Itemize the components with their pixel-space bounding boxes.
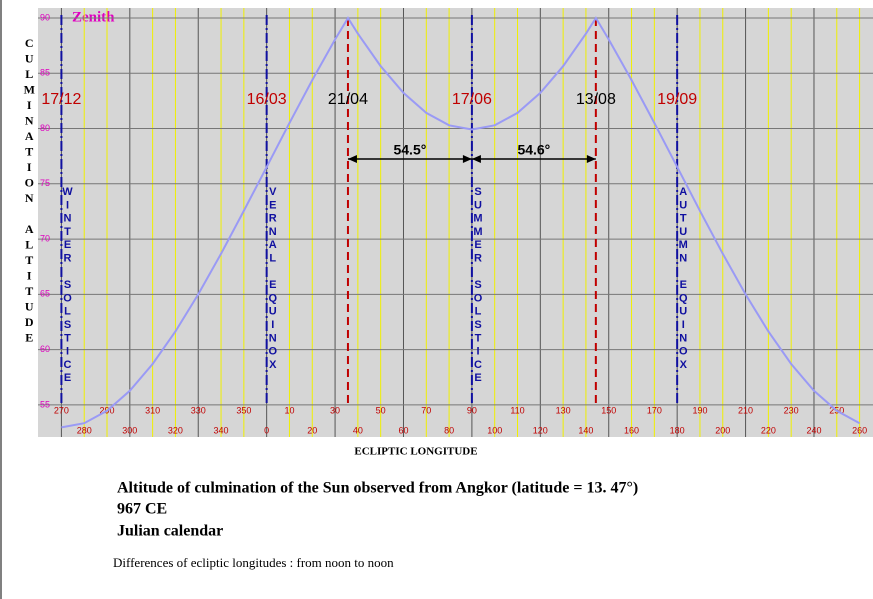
marker-label: WINTER SOLSTICE <box>61 186 73 386</box>
x-tick-label: 340 <box>214 425 229 435</box>
y-axis-title: CULMINATION ALTITUDE <box>22 36 36 346</box>
zenith-label: Zenith <box>72 9 115 25</box>
x-tick-label: 140 <box>578 425 593 435</box>
x-tick-label: 210 <box>738 405 753 415</box>
y-tick-label: 85 <box>40 68 50 78</box>
arrow-label: 54.6° <box>517 142 550 158</box>
arrow-label: 54.5° <box>393 142 426 158</box>
marker-label: VERNAL EQUINOX <box>267 186 279 372</box>
x-tick-label: 130 <box>556 405 571 415</box>
x-tick-label: 30 <box>330 405 340 415</box>
x-tick-label: 170 <box>647 405 662 415</box>
y-tick-label: 90 <box>40 12 50 22</box>
x-tick-label: 350 <box>236 405 251 415</box>
x-tick-label: 50 <box>376 405 386 415</box>
x-tick-label: 180 <box>670 425 685 435</box>
marker-label: SUMMER SOLSTICE <box>472 186 484 386</box>
x-tick-label: 100 <box>487 425 502 435</box>
y-tick-label: 75 <box>40 178 50 188</box>
note: Differences of ecliptic longitudes : fro… <box>113 555 394 570</box>
date-label: 16/03 <box>247 91 287 108</box>
x-tick-label: 310 <box>145 405 160 415</box>
x-tick-label: 240 <box>806 425 821 435</box>
x-tick-label: 90 <box>467 405 477 415</box>
x-tick-label: 120 <box>533 425 548 435</box>
x-tick-label: 200 <box>715 425 730 435</box>
x-tick-label: 230 <box>784 405 799 415</box>
x-tick-label: 0 <box>264 425 269 435</box>
x-tick-label: 260 <box>852 425 867 435</box>
x-tick-label: 150 <box>601 405 616 415</box>
altitude-line <box>61 16 861 429</box>
y-tick-label: 80 <box>40 123 50 133</box>
date-label: 17/12 <box>41 91 81 108</box>
x-tick-label: 60 <box>398 425 408 435</box>
x-tick-label: 320 <box>168 425 183 435</box>
x-tick-label: 20 <box>307 425 317 435</box>
date-label: 13/08 <box>576 91 616 108</box>
x-tick-label: 220 <box>761 425 776 435</box>
x-tick-label: 70 <box>421 405 431 415</box>
x-tick-label: 300 <box>122 425 137 435</box>
y-tick-label: 60 <box>40 344 50 354</box>
title: Altitude of culmination of the Sun obser… <box>117 480 638 497</box>
x-tick-label: 160 <box>624 425 639 435</box>
y-tick-label: 70 <box>40 233 50 243</box>
y-tick-label: 55 <box>40 399 50 409</box>
x-tick-label: 190 <box>692 405 707 415</box>
x-tick-label: 80 <box>444 425 454 435</box>
x-tick-label: 280 <box>77 425 92 435</box>
subtitle: Julian calendar <box>117 523 223 540</box>
y-tick-label: 65 <box>40 289 50 299</box>
date-label: 21/04 <box>328 91 368 108</box>
marker-label: AUTUMN EQUINOX <box>677 186 689 372</box>
x-tick-label: 110 <box>510 405 524 415</box>
date-label: 19/09 <box>657 91 697 108</box>
x-tick-label: 10 <box>284 405 294 415</box>
x-tick-label: 40 <box>353 425 363 435</box>
subtitle: 967 CE <box>117 501 167 518</box>
plot-area <box>38 8 873 437</box>
x-tick-label: 330 <box>191 405 206 415</box>
date-label: 17/06 <box>452 91 492 108</box>
x-axis-title: ECLIPTIC LONGITUDE <box>354 446 477 458</box>
x-tick-label: 270 <box>54 405 69 415</box>
